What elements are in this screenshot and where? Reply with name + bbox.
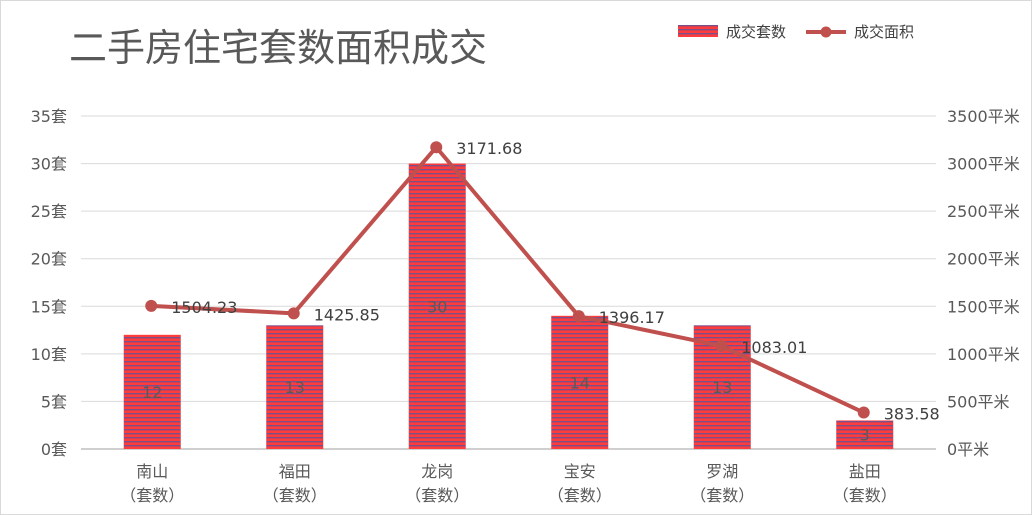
line-point: [430, 141, 443, 154]
line-value-label: 383.58: [884, 405, 940, 424]
line-point: [287, 307, 300, 320]
right-tick-label: 3500平米: [947, 107, 1020, 126]
bar: [266, 325, 324, 449]
right-tick-label: 3000平米: [947, 155, 1020, 174]
line-point: [145, 299, 158, 312]
left-tick-label: 15套: [31, 297, 67, 316]
line-value-label: 1504.23: [171, 298, 237, 317]
bar-value-label: 14: [570, 373, 590, 392]
category-sublabel: （套数）: [833, 486, 897, 505]
line-point: [715, 339, 728, 352]
legend-bar-label: 成交套数: [726, 23, 786, 41]
left-tick-label: 0套: [41, 440, 67, 459]
left-tick-label: 25套: [31, 202, 67, 221]
bar-value-label: 3: [860, 426, 870, 445]
bars: [123, 163, 894, 450]
category-label: 龙岗: [421, 462, 453, 481]
category-label: 南山: [136, 462, 168, 481]
line-point: [572, 310, 585, 323]
category-label: 福田: [279, 462, 311, 481]
category-axis: 南山 （套数） 福田 （套数） 龙岗 （套数） 宝安 （套数） 罗湖 （套数） 盐田 （套数）: [120, 462, 897, 505]
category-sublabel: （套数）: [263, 486, 327, 505]
bar-value-label: 13: [712, 378, 732, 397]
legend-bar-swatch: [678, 25, 718, 37]
line-value-label: 1396.17: [599, 308, 665, 327]
right-tick-label: 2500平米: [947, 202, 1020, 221]
right-tick-label: 0平米: [947, 440, 989, 459]
left-tick-label: 35套: [31, 107, 67, 126]
right-tick-label: 500平米: [947, 392, 1010, 411]
legend-line-label: 成交面积: [854, 23, 914, 41]
line-value-label: 3171.68: [456, 139, 522, 158]
bar: [408, 163, 466, 450]
category-sublabel: （套数）: [690, 486, 754, 505]
bar-value-label: 30: [427, 297, 447, 316]
right-tick-label: 2000平米: [947, 250, 1020, 269]
left-tick-label: 30套: [31, 155, 67, 174]
chart-title: 二手房住宅套数面积成交: [69, 26, 487, 70]
left-tick-label: 5套: [41, 392, 67, 411]
category-label: 宝安: [564, 462, 596, 481]
line-series: 1504.23 1425.85 3171.68 1396.17 1083.01 383.5…: [145, 139, 940, 424]
right-tick-label: 1500平米: [947, 297, 1020, 316]
gridlines: [81, 115, 936, 450]
left-tick-label: 10套: [31, 345, 67, 364]
bar: [836, 420, 894, 449]
legend-line-marker: [820, 26, 832, 38]
category-sublabel: （套数）: [548, 486, 612, 505]
bar: [123, 334, 181, 449]
line-value-label: 1425.85: [314, 305, 380, 324]
line-value-label: 1083.01: [741, 338, 807, 357]
right-axis: 0平米 500平米 1000平米 1500平米 2000平米 2500平米 3000平米 35…: [947, 107, 1020, 459]
bar-value-label: 13: [285, 378, 305, 397]
category-label: 罗湖: [706, 462, 738, 481]
category-sublabel: （套数）: [405, 486, 469, 505]
bar-labels: 12 13 30 14 13 3: [142, 297, 870, 444]
right-tick-label: 1000平米: [947, 345, 1020, 364]
category-label: 盐田: [849, 462, 881, 481]
bar: [551, 315, 609, 449]
category-sublabel: （套数）: [120, 486, 184, 505]
left-tick-label: 20套: [31, 250, 67, 269]
area-line: [151, 145, 865, 415]
bar-value-label: 12: [142, 383, 162, 402]
line-point: [857, 406, 870, 419]
legend: 成交套数 成交面积: [678, 23, 914, 41]
left-axis: 0套 5套 10套 15套 20套 25套 30套 35套: [31, 107, 67, 459]
